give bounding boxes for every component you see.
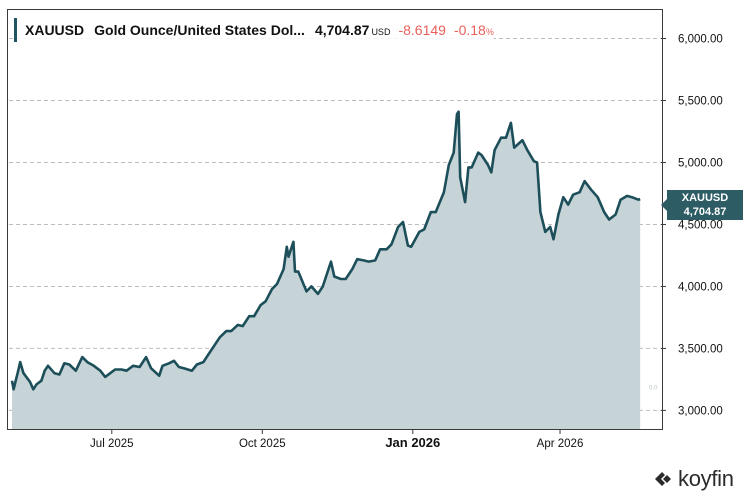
chart-header: XAUUSD Gold Ounce/United States Dol... 4…: [14, 16, 494, 44]
instrument-name: Gold Ounce/United States Dol...: [94, 22, 305, 38]
last-price-badge: XAUUSD 4,704.87: [661, 190, 743, 220]
x-tick-label: Jul 2025: [90, 438, 133, 450]
y-tick-label: 4,500.00: [678, 219, 723, 231]
series-color-marker: [14, 18, 17, 42]
koyfin-logo[interactable]: koyfin: [652, 466, 734, 492]
last-price: 4,704.87: [314, 22, 370, 38]
y-tick-label: 5,500.00: [678, 95, 723, 107]
symbol-label[interactable]: XAUUSD: [25, 22, 85, 38]
price-change: -8.6149: [398, 22, 446, 38]
y-tick-label: 6,000.00: [678, 34, 723, 46]
currency-label: USD: [371, 27, 391, 37]
badge-value: 4,704.87: [683, 206, 727, 218]
series-area-fill: [12, 111, 641, 429]
x-tick-label: Apr 2026: [537, 438, 584, 450]
percent-change: -0.18: [453, 22, 486, 38]
faint-marker-label: 0.0: [649, 386, 658, 392]
y-tick-label: 3,000.00: [678, 405, 723, 417]
x-tick-label: Oct 2025: [239, 438, 286, 450]
koyfin-logo-icon: [655, 472, 671, 486]
series-line: [10, 110, 641, 391]
y-tick-label: 4,000.00: [678, 281, 723, 293]
badge-symbol: XAUUSD: [681, 192, 729, 204]
y-tick-label: 3,500.00: [678, 343, 723, 355]
y-tick-label: 5,000.00: [678, 157, 723, 169]
percent-symbol: %: [485, 27, 494, 37]
x-tick-label: Jan 2026: [385, 435, 440, 450]
koyfin-wordmark: koyfin: [678, 466, 734, 491]
